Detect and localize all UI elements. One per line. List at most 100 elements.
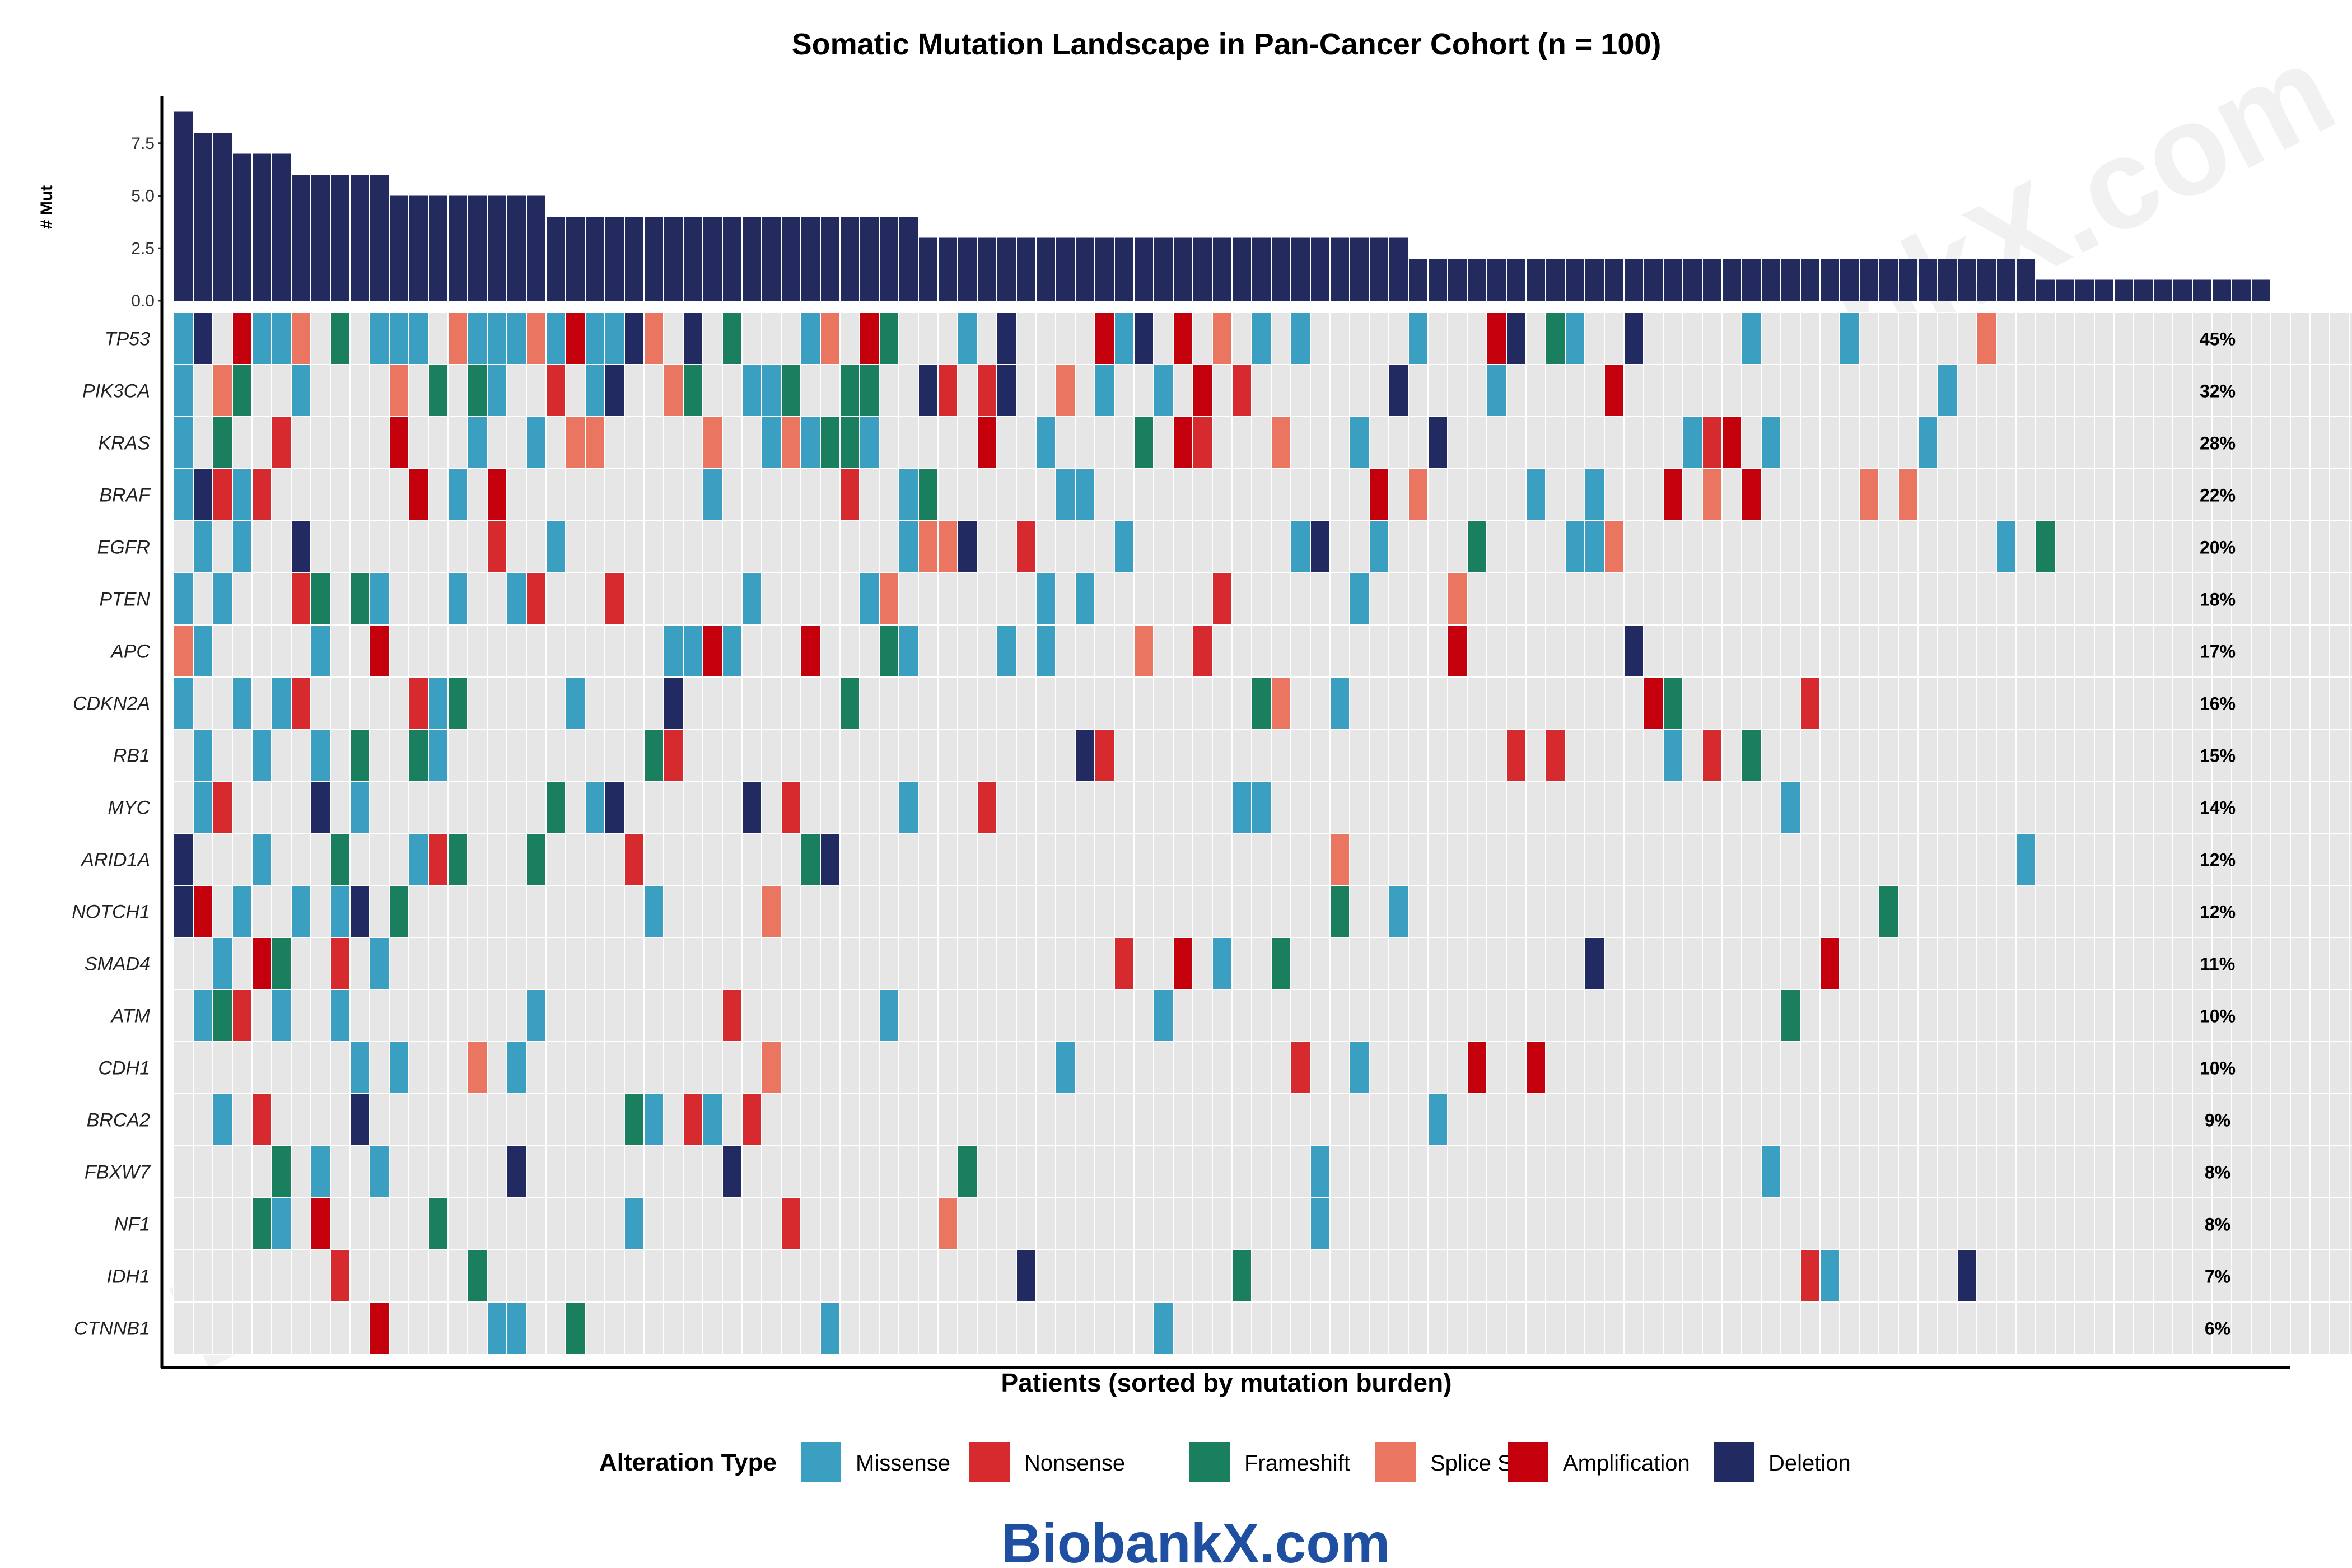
alteration-cell-kras-splice-site — [565, 416, 586, 469]
frequency-label: 10% — [2200, 1058, 2236, 1079]
grid-cell — [1408, 364, 1429, 417]
grid-cell — [1917, 885, 1938, 938]
grid-cell — [1839, 364, 1860, 417]
grid-cell — [663, 312, 684, 365]
grid-cell — [2035, 1145, 2056, 1198]
frequency-label: 20% — [2200, 538, 2236, 558]
alteration-cell-pten-frameshift — [310, 572, 331, 626]
alteration-cell-nf1-frameshift — [251, 1197, 272, 1250]
grid-cell — [2153, 1197, 2173, 1250]
grid-cell — [1094, 1041, 1115, 1094]
grid-cell — [1290, 1093, 1311, 1146]
grid-cell — [467, 572, 488, 626]
grid-cell — [2015, 416, 2036, 469]
alteration-cell-braf-missense — [702, 468, 723, 521]
alteration-cell-kras-nonsense — [271, 416, 292, 469]
grid-cell — [702, 885, 723, 938]
grid-cell — [1800, 1197, 1821, 1250]
grid-cell — [232, 1197, 253, 1250]
grid-cell — [781, 676, 801, 730]
grid-cell — [2329, 729, 2350, 782]
grid-cell — [349, 833, 370, 886]
grid-cell — [447, 1093, 468, 1146]
grid-cell — [1114, 1093, 1135, 1146]
grid-cell — [1055, 624, 1076, 678]
grid-cell — [2055, 1041, 2075, 1094]
mutation-count-bar — [1840, 259, 1859, 301]
alteration-cell-idh1-nonsense — [330, 1249, 351, 1303]
alteration-cell-idh1-nonsense — [1800, 1249, 1821, 1303]
grid-cell — [683, 781, 703, 834]
grid-cell — [2035, 1197, 2056, 1250]
grid-cell — [467, 676, 488, 730]
grid-cell — [467, 1197, 488, 1250]
grid-cell — [1623, 885, 1644, 938]
grid-cell — [1467, 1197, 1487, 1250]
alteration-cell-pik3ca-nonsense — [1231, 364, 1252, 417]
alteration-cell-kras-frameshift — [1133, 416, 1154, 469]
alteration-cell-braf-amplification — [487, 468, 507, 521]
grid-cell — [271, 572, 292, 626]
grid-cell — [428, 989, 449, 1042]
mutation-count-bar — [1174, 237, 1192, 301]
grid-cell — [1584, 1041, 1605, 1094]
grid-cell — [2329, 624, 2350, 678]
grid-cell — [879, 1145, 899, 1198]
grid-cell — [2035, 885, 2056, 938]
grid-cell — [800, 1093, 821, 1146]
grid-cell — [2172, 937, 2193, 990]
grid-cell — [310, 1093, 331, 1146]
grid-cell — [2251, 885, 2271, 938]
grid-cell — [1545, 624, 1566, 678]
grid-cell — [389, 676, 409, 730]
grid-cell — [1467, 989, 1487, 1042]
grid-cell — [389, 1093, 409, 1146]
grid-cell — [487, 1249, 507, 1303]
grid-cell — [2192, 520, 2213, 573]
alteration-cell-egfr-missense — [1584, 520, 1605, 573]
alteration-cell-pten-splice-site — [1447, 572, 1468, 626]
mutation-count-bar — [2154, 279, 2172, 301]
alteration-cell-tp53-splice-site — [1212, 312, 1233, 365]
grid-cell — [683, 937, 703, 990]
alteration-cell-pik3ca-deletion — [1388, 364, 1409, 417]
grid-cell — [545, 937, 566, 990]
grid-cell — [1957, 676, 1977, 730]
grid-cell — [2290, 885, 2311, 938]
grid-cell — [1408, 833, 1429, 886]
grid-cell — [1780, 1041, 1801, 1094]
grid-cell — [1800, 520, 1821, 573]
grid-cell — [1212, 520, 1233, 573]
grid-cell — [683, 1197, 703, 1250]
grid-cell — [702, 1249, 723, 1303]
grid-cell — [859, 781, 880, 834]
alteration-cell-kras-missense — [1035, 416, 1056, 469]
grid-cell — [526, 781, 547, 834]
frequency-label: 8% — [2205, 1163, 2230, 1183]
grid-cell — [1467, 729, 1487, 782]
alteration-cell-rb1-nonsense — [1545, 729, 1566, 782]
grid-cell — [2309, 1145, 2330, 1198]
grid-cell — [447, 885, 468, 938]
grid-cell — [349, 1249, 370, 1303]
grid-cell — [898, 1249, 919, 1303]
grid-cell — [683, 1249, 703, 1303]
grid-cell — [1369, 416, 1389, 469]
grid-cell — [1075, 833, 1095, 886]
mutation-count-bar — [1821, 259, 1839, 301]
alteration-cell-braf-deletion — [193, 468, 213, 521]
grid-cell — [2309, 1197, 2330, 1250]
grid-cell — [330, 676, 351, 730]
grid-cell — [487, 885, 507, 938]
grid-cell — [1271, 1197, 1291, 1250]
grid-cell — [1761, 1301, 1781, 1355]
grid-cell — [761, 781, 782, 834]
grid-cell — [1094, 1301, 1115, 1355]
grid-cell — [2172, 520, 2193, 573]
grid-cell — [1525, 676, 1546, 730]
alteration-cell-braf-missense — [232, 468, 253, 521]
grid-cell — [1525, 1093, 1546, 1146]
grid-cell — [839, 1301, 860, 1355]
grid-cell — [2055, 1197, 2075, 1250]
grid-cell — [1976, 781, 1997, 834]
